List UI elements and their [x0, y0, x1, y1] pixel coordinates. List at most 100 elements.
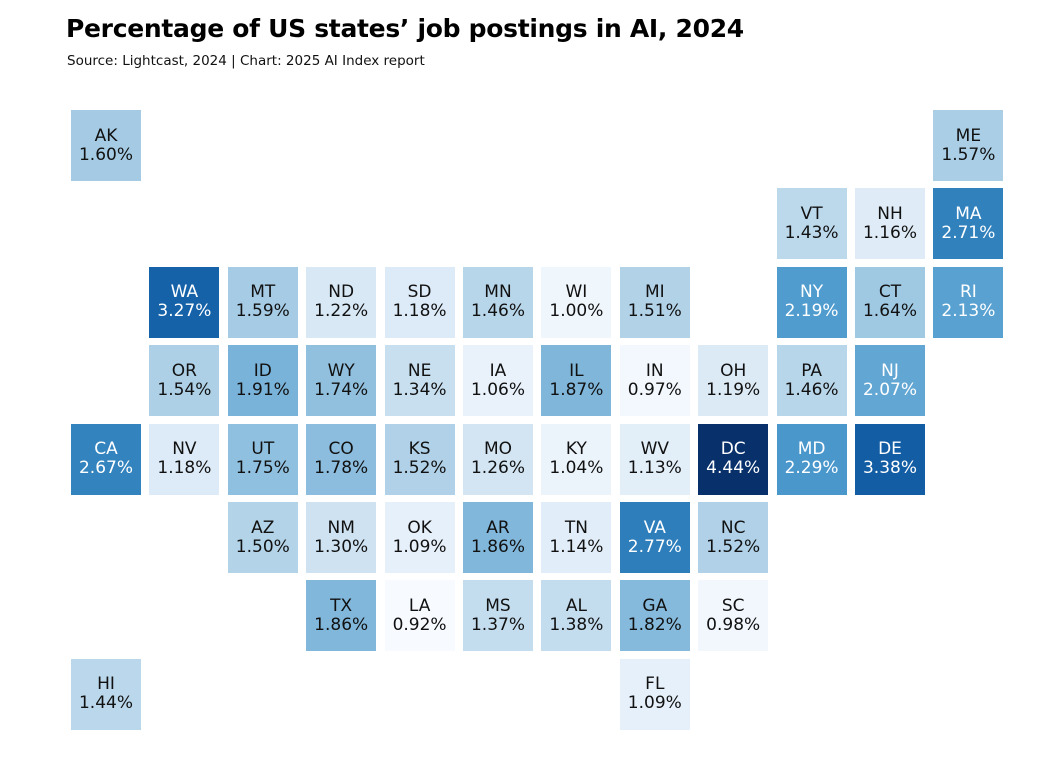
state-abbr: CA: [94, 439, 118, 460]
state-abbr: KS: [408, 439, 431, 460]
state-value-label: 1.44%: [78, 693, 133, 714]
state-tile-nm: NM 1.30%: [306, 502, 377, 573]
state-value-label: 1.26%: [470, 458, 525, 479]
state-abbr: AL: [565, 595, 587, 616]
state-tile-nd: ND 1.22%: [306, 266, 377, 338]
state-tile-wi: WI 1.00%: [541, 266, 612, 338]
state-tile-sc: SC 0.98%: [698, 580, 769, 652]
state-tile-sd: SD 1.18%: [384, 266, 455, 338]
state-tile-mt: MT 1.59%: [227, 266, 298, 338]
state-abbr: VA: [643, 517, 666, 538]
state-tile-ga: GA 1.82%: [619, 580, 690, 652]
state-tile-md: MD 2.29%: [776, 423, 847, 495]
state-value-label: 1.34%: [392, 379, 447, 400]
state-value-label: 1.38%: [549, 614, 604, 635]
state-value-label: 1.74%: [314, 379, 369, 400]
state-tile-fl: FL 1.09%: [619, 658, 690, 730]
state-abbr: OH: [720, 360, 747, 381]
state-tile-tx: TX 1.86%: [306, 580, 377, 652]
state-tile-ny: NY 2.19%: [776, 266, 847, 338]
state-value-label: 1.91%: [235, 379, 290, 400]
state-value-label: 1.59%: [235, 301, 290, 322]
state-abbr: SC: [721, 595, 745, 616]
state-abbr: MA: [955, 203, 982, 224]
state-tile-wv: WV 1.13%: [619, 423, 690, 495]
state-tile-va: VA 2.77%: [619, 502, 690, 573]
state-value-label: 1.50%: [235, 536, 290, 557]
state-tile-la: LA 0.92%: [384, 580, 455, 652]
state-value-label: 1.04%: [549, 458, 604, 479]
state-abbr: NH: [877, 203, 903, 224]
state-abbr: PA: [801, 360, 822, 381]
state-value-label: 1.09%: [392, 536, 447, 557]
state-value-label: 1.78%: [314, 458, 369, 479]
state-abbr: MS: [485, 595, 511, 616]
state-tile-ne: NE 1.34%: [384, 345, 455, 417]
state-abbr: AR: [486, 517, 510, 538]
state-abbr: MN: [484, 282, 512, 303]
chart-title: Percentage of US states’ job postings in…: [66, 14, 744, 43]
state-value-label: 2.19%: [784, 301, 839, 322]
state-abbr: NV: [172, 439, 197, 460]
state-abbr: WA: [170, 282, 199, 303]
state-value-label: 2.71%: [941, 222, 996, 243]
state-tile-id: ID 1.91%: [227, 345, 298, 417]
state-tile-oh: OH 1.19%: [698, 345, 769, 417]
state-value-label: 1.87%: [549, 379, 604, 400]
state-value-label: 1.06%: [470, 379, 525, 400]
state-abbr: GA: [642, 595, 668, 616]
state-abbr: NM: [327, 517, 355, 538]
state-value-label: 1.57%: [941, 144, 996, 165]
state-tile-hi: HI 1.44%: [71, 658, 141, 730]
state-value-label: 1.00%: [549, 301, 604, 322]
state-value-label: 1.18%: [392, 301, 447, 322]
state-value-label: 1.18%: [157, 458, 212, 479]
state-tile-al: AL 1.38%: [541, 580, 612, 652]
chart-subtitle: Source: Lightcast, 2024 | Chart: 2025 AI…: [67, 53, 425, 69]
state-tile-il: IL 1.87%: [541, 345, 612, 417]
state-value-label: 2.29%: [784, 458, 839, 479]
state-value-label: 1.52%: [706, 536, 761, 557]
state-abbr: WV: [640, 439, 670, 460]
state-abbr: NC: [720, 517, 746, 538]
state-abbr: KY: [565, 439, 587, 460]
state-tile-vt: VT 1.43%: [776, 188, 847, 260]
state-abbr: AZ: [251, 517, 275, 538]
state-value-label: 1.14%: [549, 536, 604, 557]
state-tile-ri: RI 2.13%: [933, 266, 1004, 338]
state-tile-nh: NH 1.16%: [855, 188, 925, 260]
state-tile-nj: NJ 2.07%: [855, 345, 925, 417]
state-value-label: 1.30%: [314, 536, 369, 557]
state-value-label: 1.82%: [627, 614, 682, 635]
state-value-label: 1.22%: [314, 301, 369, 322]
state-value-label: 3.38%: [862, 458, 917, 479]
state-value-label: 1.51%: [627, 301, 682, 322]
state-abbr: DC: [720, 439, 746, 460]
state-abbr: FL: [645, 674, 665, 695]
state-abbr: VT: [800, 203, 823, 224]
state-value-label: 0.92%: [392, 614, 447, 635]
state-value-label: 2.67%: [78, 458, 133, 479]
state-abbr: NE: [407, 360, 432, 381]
state-tile-wy: WY 1.74%: [306, 345, 377, 417]
state-tile-az: AZ 1.50%: [227, 502, 298, 573]
state-abbr: ND: [328, 282, 355, 303]
state-value-label: 0.97%: [627, 379, 682, 400]
state-value-label: 1.46%: [784, 379, 839, 400]
state-abbr: LA: [408, 595, 431, 616]
state-tile-de: DE 3.38%: [855, 423, 925, 495]
state-value-label: 1.46%: [470, 301, 525, 322]
state-tile-ma: MA 2.71%: [933, 188, 1004, 260]
state-abbr: MI: [644, 282, 665, 303]
state-value-label: 1.86%: [470, 536, 525, 557]
state-tile-tn: TN 1.14%: [541, 502, 612, 573]
state-abbr: OR: [171, 360, 197, 381]
state-abbr: ID: [253, 360, 272, 381]
state-abbr: AK: [94, 125, 118, 146]
state-tile-in: IN 0.97%: [619, 345, 690, 417]
state-value-label: 1.75%: [235, 458, 290, 479]
state-value-label: 3.27%: [157, 301, 212, 322]
state-value-label: 1.64%: [862, 301, 917, 322]
state-abbr: RI: [959, 282, 977, 303]
state-tile-ar: AR 1.86%: [463, 502, 533, 573]
